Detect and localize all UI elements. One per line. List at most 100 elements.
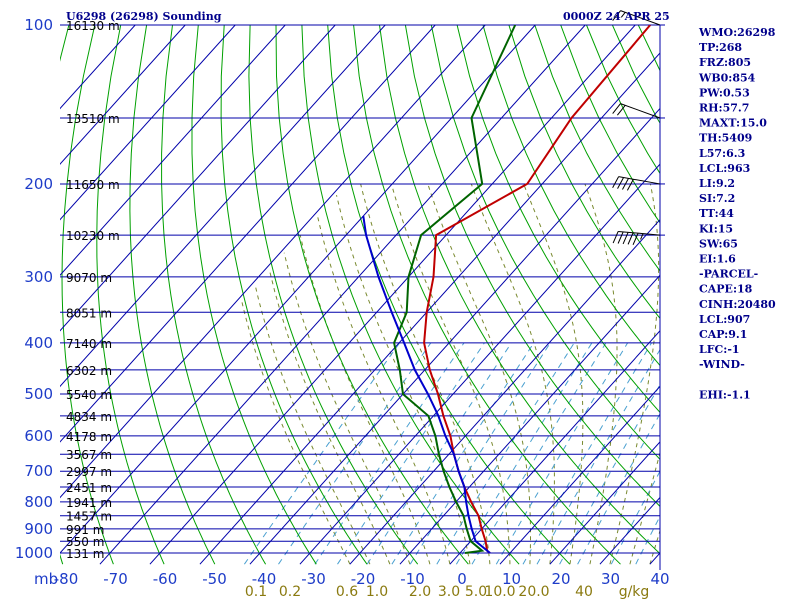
mixing-ratio-line	[536, 348, 660, 565]
temperature-tick-label: 10	[502, 570, 521, 588]
isotherm-line	[60, 25, 436, 443]
stability-index-line: CAP:9.1	[699, 328, 747, 341]
mixing-ratio-tick-label: 0.1	[245, 584, 267, 600]
stability-index-line: EI:1.6	[699, 253, 736, 266]
mixing-ratio-line	[522, 342, 652, 565]
height-label: 991 m	[66, 523, 104, 537]
mixing-ratio-tick-label: 5.0	[465, 584, 487, 600]
dry-adiabat-line	[456, 25, 660, 414]
dry-adiabat-line	[96, 25, 165, 565]
wind-barb-staff	[618, 176, 661, 185]
pressure-tick-label: 100	[24, 16, 53, 34]
pressure-tick-label: 600	[24, 427, 53, 445]
wind-barb-flag	[627, 232, 634, 245]
dry-adiabat-line	[191, 25, 317, 565]
temperature-tick-label: 30	[601, 570, 620, 588]
stability-index-line: TP:268	[699, 41, 742, 54]
height-label: 3567 m	[66, 448, 112, 462]
wind-barb-flag	[617, 177, 625, 189]
stability-index-line: TT:44	[699, 207, 734, 220]
valid-time: 0000Z 24 APR 25	[563, 10, 670, 23]
height-label: 11650 m	[66, 178, 120, 192]
isobars	[60, 24, 661, 570]
moist-adiabat-line	[240, 298, 351, 565]
wind-barb-flag	[612, 176, 620, 189]
temperature-tick-label: -50	[202, 570, 227, 588]
mixing-ratio-tick-label: 3.0	[438, 584, 460, 600]
mixing-ratio-tick-label: 40	[575, 584, 593, 600]
stability-index-line: LI:9.2	[699, 177, 735, 190]
dry-adiabat-line	[430, 25, 660, 461]
isotherm-line	[60, 25, 186, 165]
wind-barb	[612, 103, 665, 119]
pressure-unit-label: mb	[34, 570, 58, 588]
wind-barb-flag	[632, 232, 639, 245]
mixing-ratio-line	[635, 515, 660, 565]
height-label: 1457 m	[66, 510, 112, 524]
mixing-ratio-line	[455, 342, 593, 565]
isotherm-line	[449, 330, 660, 565]
wind-barbs	[612, 10, 665, 245]
moist-adiabat-line	[299, 234, 431, 565]
isotherm-line	[60, 25, 336, 332]
moist-adiabat-line	[360, 183, 491, 565]
pressure-tick-labels: 100 200 300 400 500 600 700 800 900 1000	[15, 16, 53, 562]
stability-index-line: CAPE:18	[699, 283, 753, 296]
mixing-ratio-line	[409, 342, 551, 565]
temperature-tick-label: 0	[457, 570, 467, 588]
height-label: 13510 m	[66, 112, 120, 126]
moist-adiabat-line	[609, 183, 660, 565]
temperature-tick-label: -70	[103, 570, 128, 588]
wind-barb	[612, 230, 665, 245]
stability-index-line: MAXT:15.0	[699, 117, 767, 130]
pressure-tick-label: 700	[24, 462, 53, 480]
moist-adiabat-line	[584, 183, 618, 565]
stability-index-line: WMO:26298	[698, 26, 776, 39]
isotherm-line	[60, 25, 236, 221]
mixing-ratio-line	[559, 383, 660, 565]
height-label: 2451 m	[66, 481, 112, 495]
isotherm-line	[99, 25, 586, 565]
temperature-tick-label: 40	[650, 570, 669, 588]
height-label: 550 m	[66, 535, 104, 549]
stability-indices-panel: WMO:26298 TP:268 FRZ:805 WB0:854 PW:0.53 RH:5…	[698, 26, 776, 401]
stability-index-line: FRZ:805	[699, 56, 751, 69]
mixing-ratio-line	[278, 342, 432, 565]
isotherm-line	[349, 218, 660, 565]
height-label: 2997 m	[66, 465, 112, 479]
station-title: U6298 (26298) Sounding	[66, 10, 222, 23]
height-label: 131 m	[66, 547, 104, 561]
moist-adiabat-line	[390, 183, 511, 565]
dry-adiabat-line	[220, 25, 368, 565]
mixing-ratio-tick-label: g/kg	[619, 584, 650, 600]
pressure-tick-label: 400	[24, 334, 53, 352]
wind-barb-flag	[612, 231, 619, 244]
mixing-ratio-tick-label: 0.6	[336, 584, 358, 600]
mixing-ratio-line	[314, 342, 465, 565]
stability-index-line: SW:65	[699, 237, 738, 250]
moist-adiabat-line	[317, 215, 451, 565]
wind-barb-half-flag	[620, 12, 626, 18]
isotherm-line	[499, 385, 660, 565]
temperature-tick-label: -20	[351, 570, 376, 588]
isotherm-line	[299, 163, 660, 565]
dry-adiabat-line	[129, 25, 216, 565]
stability-index-line: LCL:907	[699, 313, 750, 326]
temperature-tick-labels: -80 -70 -60 -50 -40 -30 -20 -10 0 10 20 30 40	[54, 570, 670, 588]
height-label: 7140 m	[66, 337, 112, 351]
mixing-ratio-tick-label: 1.0	[366, 584, 388, 600]
pressure-tick-label: 500	[24, 385, 53, 403]
dewpoint-trace	[393, 25, 517, 554]
stability-index-line: L57:6.3	[699, 147, 745, 160]
stability-index-line: LCL:963	[699, 162, 750, 175]
height-label: 1941 m	[66, 496, 112, 510]
height-label: 4178 m	[66, 430, 112, 444]
mixing-ratio-tick-label: 10.0	[484, 584, 515, 600]
stability-index-line: EHI:-1.1	[699, 388, 751, 401]
dry-adiabat-line	[482, 25, 660, 367]
stability-index-line: SI:7.2	[699, 192, 735, 205]
height-label: 5540 m	[66, 388, 112, 402]
dry-adiabat-line	[508, 25, 660, 320]
stability-index-line: WB0:854	[698, 71, 756, 84]
